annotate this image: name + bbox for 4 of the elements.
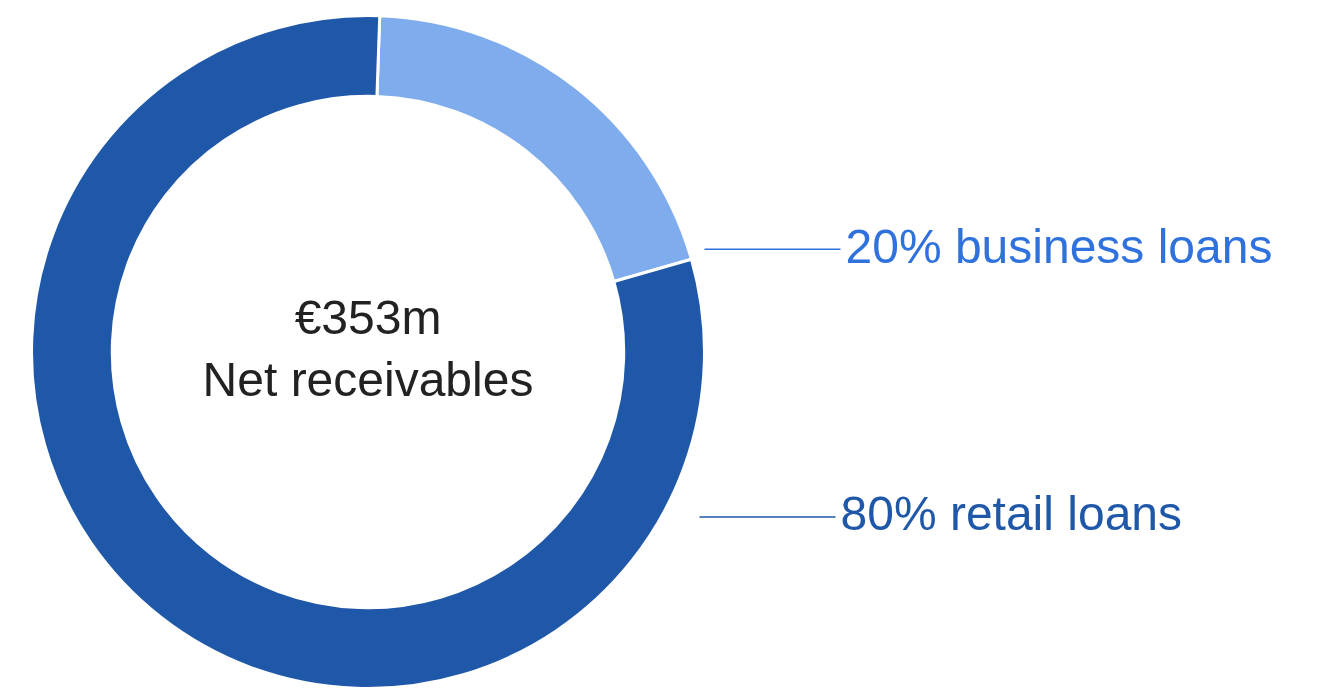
text: €353m	[294, 291, 442, 345]
slice-label: 80% retail loans	[840, 487, 1183, 541]
slice-label: 20% business loans	[845, 219, 1273, 273]
text: Net receivables	[202, 353, 534, 407]
